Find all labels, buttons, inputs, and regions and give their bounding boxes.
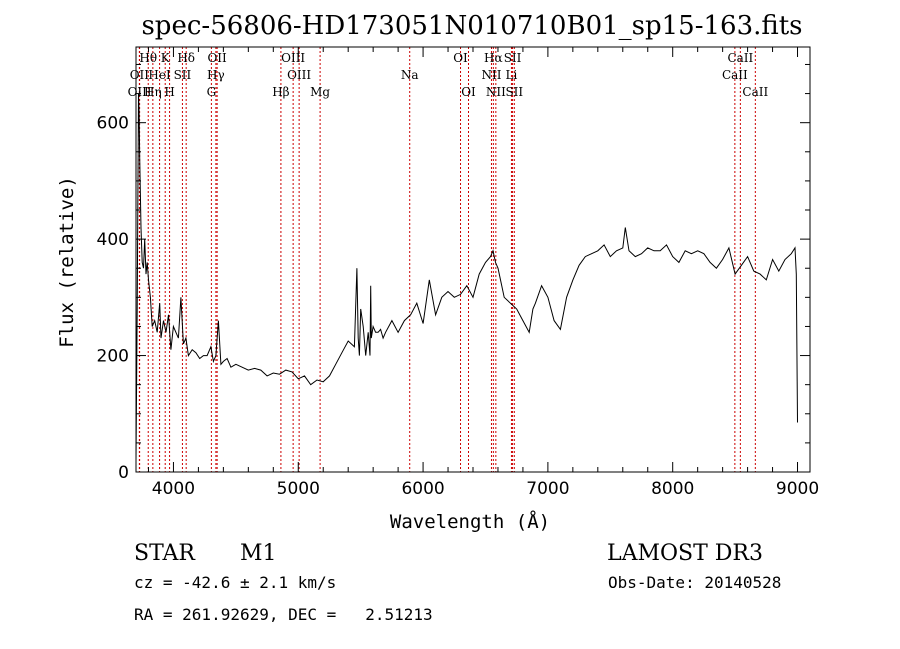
spectral-line-markers bbox=[138, 47, 756, 472]
spectral-line-label: K bbox=[161, 51, 171, 65]
spectral-line-label: NII bbox=[486, 85, 506, 99]
spectral-line-label: Mg bbox=[310, 85, 330, 99]
spectral-line-label: Hα bbox=[484, 51, 503, 65]
x-tick-label: 5000 bbox=[277, 479, 320, 499]
y-tick-label: 400 bbox=[97, 230, 129, 250]
spectral-line-label: OI bbox=[461, 85, 476, 99]
spectral-line-label: HeI bbox=[148, 68, 171, 82]
y-tick-label: 0 bbox=[118, 463, 129, 483]
spectral-line-label: Hγ bbox=[207, 68, 225, 82]
x-tick-label: 9000 bbox=[776, 479, 819, 499]
object-type: STAR bbox=[134, 541, 196, 566]
spectral-line-label: SII bbox=[504, 51, 522, 65]
observation-date: Obs-Date: 20140528 bbox=[608, 573, 781, 592]
coordinates: RA = 261.92629, DEC = 2.51213 bbox=[134, 605, 433, 624]
y-axis-label: Flux (relative) bbox=[56, 176, 78, 348]
x-tick-label: 6000 bbox=[401, 479, 444, 499]
x-tick-label: 4000 bbox=[152, 479, 195, 499]
spectral-line-label: Hδ bbox=[177, 51, 195, 65]
redshift-cz: cz = -42.6 ± 2.1 km/s bbox=[134, 573, 336, 592]
spectral-line-label: OI bbox=[453, 51, 468, 65]
x-axis-label: Wavelength (Å) bbox=[390, 510, 550, 533]
axis-tick-labels: 4000 5000 6000 7000 8000 9000 0 200 400 600 bbox=[97, 114, 820, 499]
x-tick-label: 7000 bbox=[526, 479, 569, 499]
spectral-line-label: OII bbox=[207, 51, 227, 65]
spectral-line-label: CaII bbox=[727, 51, 753, 65]
axis-ticks bbox=[136, 47, 810, 473]
spectral-line-label: OII bbox=[130, 68, 150, 82]
x-tick-label: 8000 bbox=[651, 479, 694, 499]
y-tick-label: 600 bbox=[97, 114, 129, 134]
spectral-line-label: Hη bbox=[144, 85, 162, 99]
spectral-line-label: Hθ bbox=[139, 51, 157, 65]
spectral-line-label: OIII bbox=[128, 85, 152, 99]
y-tick-label: 200 bbox=[97, 347, 129, 367]
spectral-line-label: Li bbox=[506, 68, 518, 82]
spectral-line-label: Na bbox=[401, 68, 419, 82]
spectral-line-label: CaII bbox=[742, 85, 768, 99]
spectral-line-label: H bbox=[164, 85, 174, 99]
spectral-line-label: SII bbox=[174, 68, 192, 82]
spectral-line-label: OIII bbox=[287, 68, 311, 82]
survey-name: LAMOST DR3 bbox=[607, 541, 763, 566]
spectrum-line bbox=[135, 93, 798, 461]
spectral-line-label: OIII bbox=[281, 51, 305, 65]
spectral-line-label: Hβ bbox=[272, 85, 289, 99]
spectral-line-label: CaII bbox=[722, 68, 748, 82]
spectral-line-label: SII bbox=[505, 85, 523, 99]
object-subclass: M1 bbox=[240, 541, 277, 566]
spectral-line-label: G bbox=[207, 85, 217, 99]
spectral-line-label: NII bbox=[481, 68, 501, 82]
plot-frame bbox=[135, 46, 811, 473]
chart-title: spec-56806-HD173051N010710B01_sp15-163.f… bbox=[141, 11, 802, 41]
